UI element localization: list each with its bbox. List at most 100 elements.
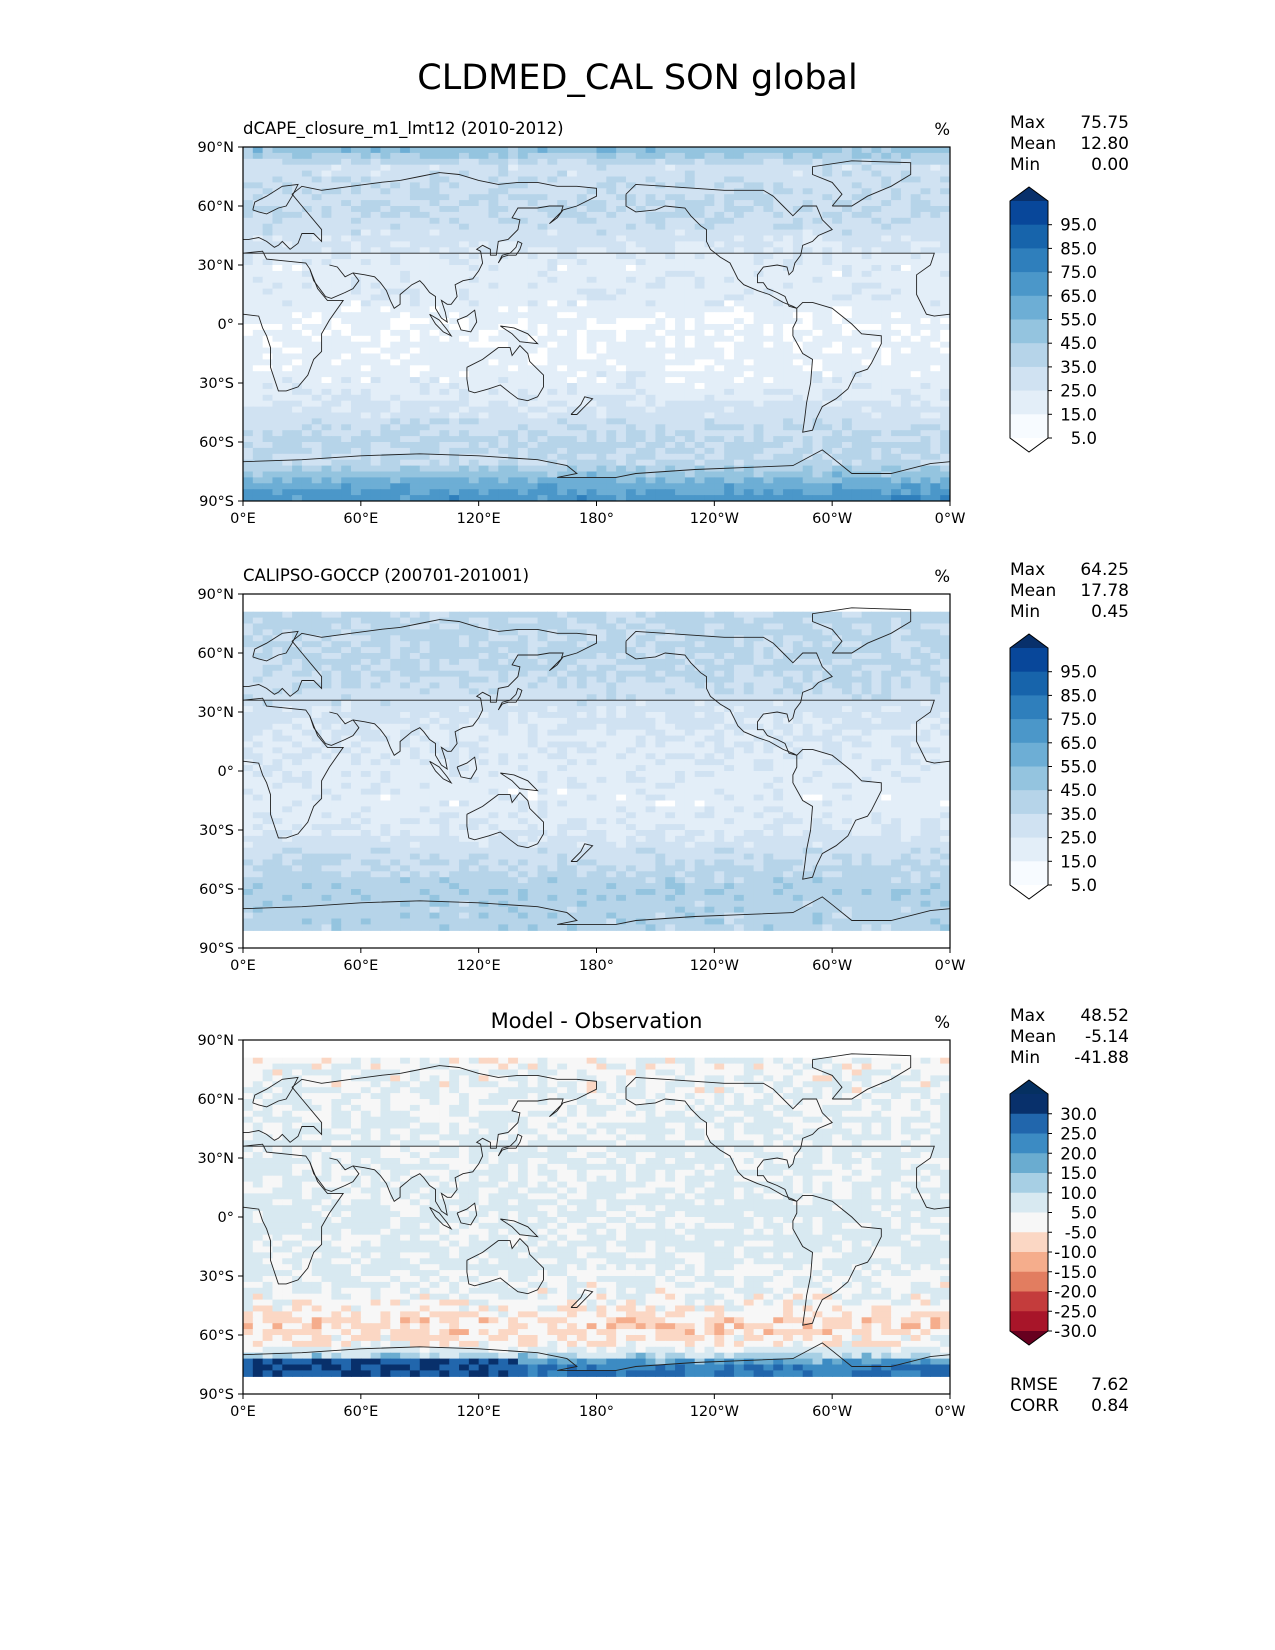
map-cell <box>380 300 391 307</box>
map-cell <box>409 265 421 272</box>
map-cell <box>547 176 558 183</box>
map-cell <box>675 412 686 419</box>
map-cell <box>547 477 558 484</box>
map-cell <box>802 400 814 408</box>
map-cell <box>478 653 490 660</box>
map-cell <box>891 400 902 408</box>
map-cell <box>783 459 794 467</box>
map-cell <box>763 341 774 349</box>
map-cell <box>243 453 254 461</box>
map-cell <box>459 400 470 408</box>
map-cell <box>400 324 411 331</box>
map-cell <box>763 653 774 660</box>
map-cell <box>940 247 950 254</box>
map-cell <box>468 194 480 201</box>
map-cell <box>400 194 411 201</box>
map-cell <box>400 335 411 343</box>
map-cell <box>527 347 539 355</box>
map-cell <box>763 270 774 278</box>
map-cell <box>449 217 460 225</box>
map-cell <box>508 235 519 242</box>
map-cell <box>675 188 686 195</box>
map-cell <box>400 229 411 237</box>
map-cell <box>380 247 391 254</box>
map-cell <box>262 359 274 366</box>
map-cell <box>272 288 283 296</box>
map-cell <box>321 282 332 290</box>
map-cell <box>576 477 588 484</box>
map-cell <box>498 388 509 396</box>
map-cell <box>478 300 490 307</box>
map-cell <box>665 312 676 319</box>
map-cell <box>841 424 853 431</box>
map-cell <box>557 623 568 630</box>
map-cell <box>783 241 794 248</box>
map-cell <box>508 229 519 237</box>
map-cell <box>517 324 529 331</box>
map-cell <box>439 223 450 231</box>
map-cell <box>272 471 283 478</box>
map-cell <box>301 152 313 160</box>
map-cell <box>400 341 411 349</box>
map-cell <box>733 312 745 319</box>
map-cell <box>753 235 765 242</box>
map-cell <box>547 641 558 648</box>
map-cell <box>851 253 863 260</box>
map-cell <box>714 164 725 172</box>
map-cell <box>409 477 421 484</box>
map-cell <box>262 265 274 272</box>
map-cell <box>468 400 480 408</box>
map-cell <box>400 182 411 189</box>
map-cell <box>567 306 578 313</box>
map-cell <box>360 641 372 648</box>
map-cell <box>419 406 431 414</box>
map-cell <box>724 477 735 484</box>
map-cell <box>684 217 696 225</box>
map-cell <box>743 623 755 630</box>
map-cell <box>724 418 735 425</box>
map-cell <box>792 453 804 461</box>
map-cell <box>292 164 303 172</box>
map-cell <box>586 442 598 449</box>
map-cell <box>321 418 332 425</box>
map-cell <box>891 371 902 378</box>
map-cell <box>625 318 637 325</box>
map-cell <box>351 465 362 473</box>
map-cell <box>282 371 293 378</box>
map-cell <box>360 324 372 331</box>
map-cell <box>871 318 882 325</box>
map-cell <box>429 611 440 619</box>
map-cell <box>449 442 460 449</box>
map-cell <box>920 241 931 248</box>
map-cell <box>616 312 627 319</box>
map-cell <box>714 623 725 630</box>
map-cell <box>488 176 499 183</box>
map-cell <box>802 306 814 313</box>
map-cell <box>930 388 941 396</box>
map-cell <box>704 188 715 195</box>
map-cell <box>498 412 509 419</box>
map-cell <box>675 282 686 290</box>
map-cell <box>871 235 882 242</box>
map-cell <box>547 270 558 278</box>
map-cell <box>390 347 401 355</box>
map-cell <box>478 477 490 484</box>
map-cell <box>370 483 382 490</box>
map-cell <box>851 617 863 625</box>
map-cell <box>517 288 529 296</box>
map-cell <box>783 383 794 390</box>
map-cell <box>665 158 676 166</box>
map-cell <box>272 176 283 183</box>
map-cell <box>370 418 382 425</box>
map-cell <box>547 495 558 501</box>
map-cell <box>832 459 843 467</box>
map-cell <box>743 377 755 384</box>
map-cell <box>665 453 676 461</box>
colorbar-label: 25.0 <box>1060 382 1097 401</box>
map-cell <box>282 164 293 172</box>
map-cell <box>920 635 931 642</box>
map-cell <box>468 270 480 278</box>
map-cell <box>724 306 735 313</box>
map-cell <box>262 247 274 254</box>
map-cell <box>243 641 254 648</box>
